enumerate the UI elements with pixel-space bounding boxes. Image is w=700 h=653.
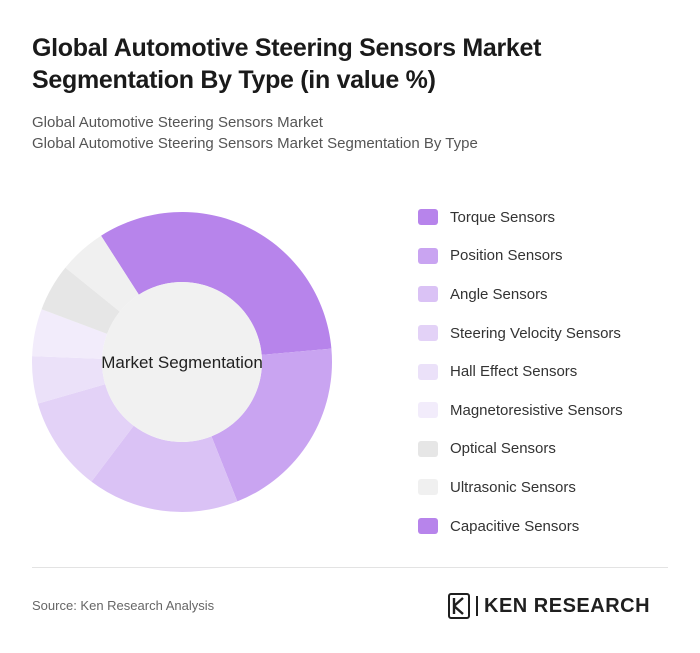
logo-wordmark: KEN RESEARCH <box>484 594 651 617</box>
legend-item[interactable]: Torque Sensors <box>418 198 688 237</box>
legend-label: Magnetoresistive Sensors <box>450 401 623 419</box>
slice-magnetoresistive-sensors[interactable] <box>32 309 108 359</box>
legend-swatch <box>418 209 438 226</box>
logo-separator <box>476 596 478 616</box>
legend-label: Torque Sensors <box>450 208 556 226</box>
legend-item[interactable]: Position Sensors <box>418 237 688 276</box>
chart-legend: Torque Sensors Position Sensors Angle Sens… <box>418 198 688 545</box>
chart-subtitle: Global Automotive Steering Sensors Marke… <box>32 112 652 154</box>
footer-divider <box>32 567 668 568</box>
legend-item[interactable]: Steering Velocity Sensors <box>418 314 688 353</box>
slice-angle-sensors[interactable] <box>91 425 238 512</box>
slice-torque-sensors[interactable] <box>101 212 332 355</box>
subtitle-line-1: Global Automotive Steering Sensors Marke… <box>32 114 323 131</box>
legend-label: Position Sensors <box>450 247 563 265</box>
legend-item[interactable]: Angle Sensors <box>418 275 688 314</box>
slice-steering-velocity-sensors[interactable] <box>37 384 134 482</box>
legend-item[interactable]: Magnetoresistive Sensors <box>418 391 688 430</box>
legend-swatch <box>418 518 438 535</box>
slice-position-sensors[interactable] <box>211 348 332 502</box>
legend-swatch <box>418 363 438 380</box>
legend-item[interactable]: Optical Sensors <box>418 430 688 469</box>
legend-swatch <box>418 325 438 342</box>
chart-title: Global Automotive Steering Sensors Marke… <box>32 34 542 94</box>
legend-item[interactable]: Hall Effect Sensors <box>418 352 688 391</box>
donut-center-label: Market Segmentation <box>101 353 263 372</box>
legend-swatch <box>418 440 438 457</box>
donut-center <box>102 282 262 442</box>
legend-swatch <box>418 402 438 419</box>
legend-label: Steering Velocity Sensors <box>450 324 621 342</box>
slice-hall-effect-sensors[interactable] <box>31 356 106 404</box>
legend-swatch <box>418 247 438 264</box>
source-note: Source: Ken Research Analysis <box>32 598 215 613</box>
legend-label: Ultrasonic Sensors <box>450 478 576 496</box>
legend-label: Optical Sensors <box>450 440 556 458</box>
donut-chart: Market Segmentation <box>31 212 332 512</box>
legend-swatch <box>418 479 438 496</box>
legend-swatch <box>418 286 438 303</box>
legend-item[interactable]: Ultrasonic Sensors <box>418 468 688 507</box>
ken-research-logo: KEN RESEARCH <box>448 592 650 620</box>
legend-label: Hall Effect Sensors <box>450 363 578 381</box>
ken-research-logo-icon <box>448 593 470 619</box>
slice-ultrasonic-sensors[interactable] <box>65 235 139 312</box>
legend-label: Capacitive Sensors <box>450 517 580 535</box>
legend-label: Angle Sensors <box>450 285 548 303</box>
slice-optical-sensors[interactable] <box>41 267 120 334</box>
legend-item[interactable]: Capacitive Sensors <box>418 507 688 546</box>
subtitle-line-2: Global Automotive Steering Sensors Marke… <box>32 135 478 152</box>
